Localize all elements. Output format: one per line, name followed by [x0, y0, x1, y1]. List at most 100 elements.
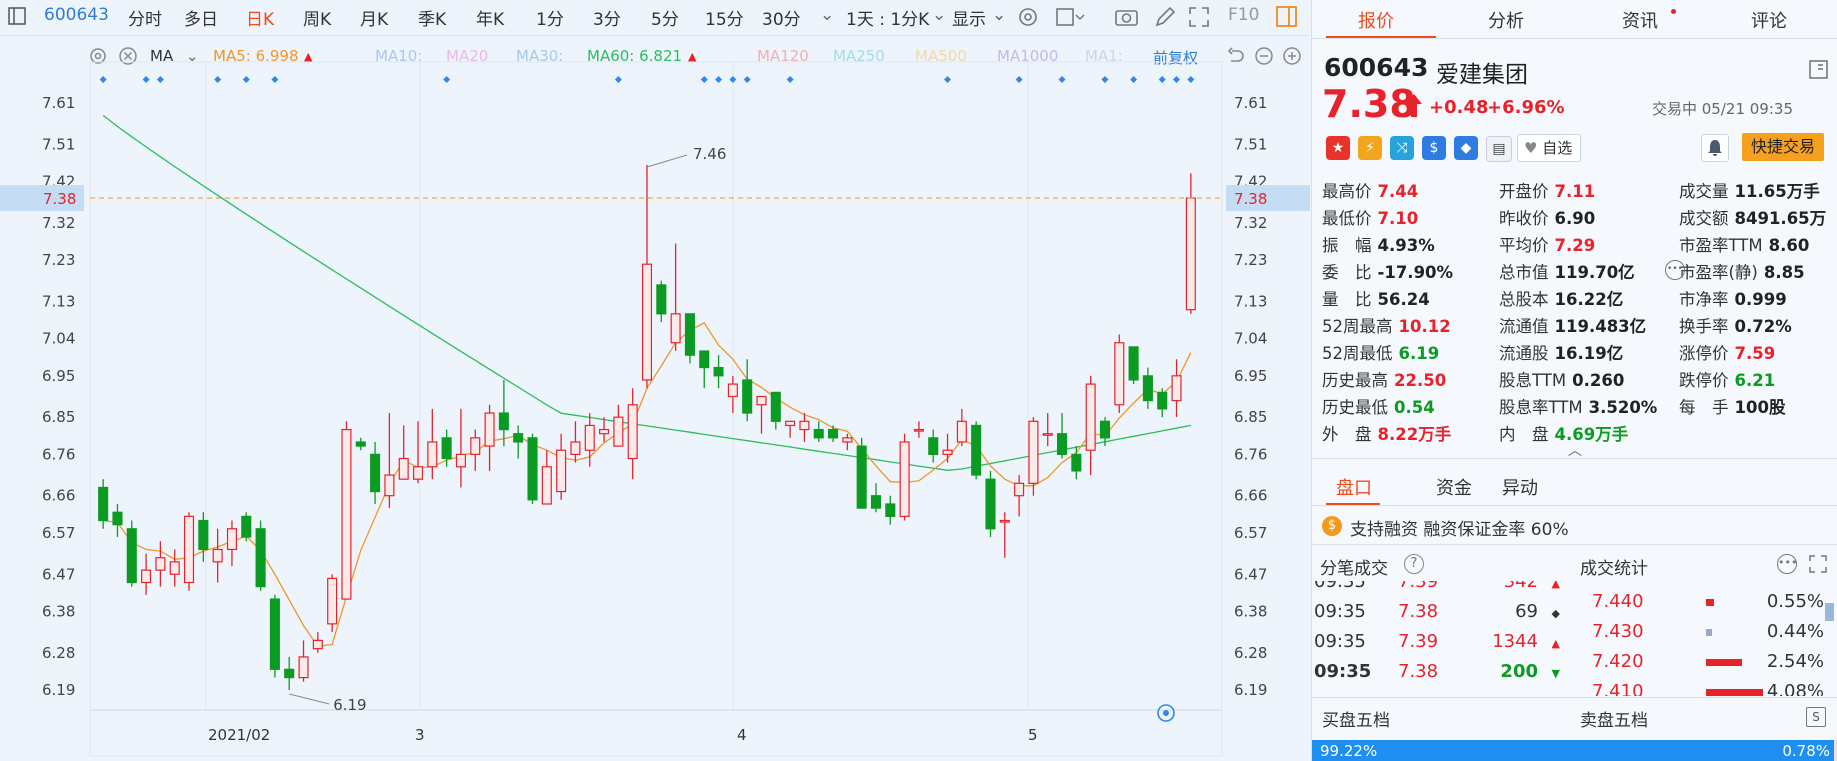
- tick-price: 7.39: [1398, 631, 1439, 652]
- settings-icon[interactable]: [1017, 6, 1039, 33]
- tag-icon[interactable]: ◆: [1454, 136, 1478, 160]
- tick-volume: 69: [1515, 601, 1538, 622]
- metric-value: 11.65万手: [1734, 182, 1820, 201]
- ticks-title: 分笔成交: [1320, 559, 1388, 579]
- sidebar-toggle-icon[interactable]: [8, 7, 26, 30]
- price-change: +0.48: [1429, 97, 1489, 118]
- stats-scrollbar[interactable]: [1825, 603, 1834, 621]
- shuffle-icon[interactable]: ⤨: [1390, 136, 1414, 160]
- tab-analysis[interactable]: 分析: [1488, 11, 1524, 32]
- period-tab[interactable]: 月K: [360, 10, 389, 30]
- candle-body: [513, 433, 524, 443]
- display-menu[interactable]: 显示: [952, 10, 986, 30]
- display-chevron-icon: ⌄: [992, 5, 1007, 25]
- metric-value: 8.22万手: [1377, 425, 1452, 444]
- indicator-close-icon[interactable]: [118, 46, 138, 70]
- period-tab[interactable]: 周K: [303, 10, 332, 30]
- panel-toggle-icon[interactable]: [1276, 6, 1298, 33]
- dollar-icon[interactable]: $: [1422, 136, 1446, 160]
- y-tick-label: 6.28: [1234, 644, 1267, 662]
- more-options-icon[interactable]: •••: [1777, 554, 1797, 574]
- period-tab[interactable]: 15分: [705, 10, 744, 30]
- metric-label: 振 幅: [1322, 236, 1372, 255]
- china-flag-icon[interactable]: ★: [1326, 136, 1350, 160]
- candle-body: [1171, 375, 1182, 402]
- period-tab[interactable]: 分时: [128, 10, 162, 30]
- candle-body: [441, 437, 452, 460]
- tick-row: 09:35 7.39 342 ▲: [1314, 581, 1560, 592]
- period-tab[interactable]: 1分: [536, 10, 564, 30]
- tab-anomaly[interactable]: 异动: [1502, 478, 1538, 499]
- symbol-label[interactable]: 600643: [44, 5, 109, 25]
- expand-icon[interactable]: [1809, 555, 1827, 577]
- fast-trade-button[interactable]: 快捷交易: [1742, 133, 1824, 161]
- period-tab[interactable]: 3分: [593, 10, 621, 30]
- y-tick-label: 6.57: [1234, 524, 1267, 542]
- metric-value: 8491.65万: [1734, 209, 1827, 228]
- metric-item: 总股本 16.22亿: [1499, 286, 1623, 310]
- tab-funds[interactable]: 资金: [1436, 478, 1472, 499]
- metric-label: 52周最低: [1322, 344, 1393, 363]
- f10-button[interactable]: F10: [1228, 5, 1260, 25]
- tab-quote[interactable]: 报价: [1358, 11, 1394, 32]
- metric-value: 22.50: [1394, 371, 1447, 390]
- panel-layout-icon[interactable]: [1809, 60, 1829, 84]
- period-tab[interactable]: 年K: [476, 10, 505, 30]
- tab-news[interactable]: 资讯: [1622, 11, 1658, 32]
- tab-comments[interactable]: 评论: [1751, 11, 1787, 32]
- metric-item: 市盈率TTM 8.60: [1679, 232, 1809, 256]
- stat-bar: [1706, 658, 1742, 666]
- candle-body: [799, 420, 810, 431]
- period-tab[interactable]: 多日: [184, 10, 218, 30]
- ma-select[interactable]: MA: [150, 47, 174, 65]
- y-tick-label: 6.28: [42, 644, 75, 662]
- y-tick-label: 7.13: [1234, 292, 1267, 310]
- metrics-divider: [1312, 458, 1837, 459]
- watchlist-button[interactable]: ♥ 自选: [1517, 134, 1582, 162]
- fullscreen-icon[interactable]: [1188, 6, 1210, 33]
- chart-grid: [89, 61, 1223, 757]
- event-marker: [214, 76, 222, 83]
- draw-pen-icon[interactable]: [1154, 6, 1176, 33]
- stat-price: 7.420: [1592, 651, 1644, 672]
- indicator-settings-icon[interactable]: [88, 46, 108, 70]
- flash-icon[interactable]: ⚡: [1358, 136, 1382, 160]
- event-marker: [1015, 76, 1023, 83]
- help-icon[interactable]: ?: [1404, 554, 1424, 574]
- period-tab[interactable]: 季K: [418, 10, 447, 30]
- period-tab-active[interactable]: 日K: [246, 10, 275, 30]
- annotations: 7.38 7.38 7.46 6.19: [0, 145, 1310, 722]
- stat-bar: [1706, 598, 1714, 606]
- candle-body: [141, 569, 152, 584]
- candle-body: [756, 395, 767, 406]
- period-tab[interactable]: 30分: [762, 10, 801, 30]
- book-settings-icon[interactable]: S: [1806, 707, 1826, 727]
- candle-body: [98, 486, 109, 522]
- y-tick-label: 6.85: [42, 408, 75, 426]
- metric-label: 换手率: [1679, 317, 1729, 336]
- rectangle-tool-icon[interactable]: [1056, 6, 1086, 33]
- undo-icon[interactable]: [1226, 46, 1246, 70]
- more-info-icon[interactable]: •••: [1665, 260, 1685, 280]
- subtab-underline: [1326, 503, 1380, 505]
- zoom-in-icon[interactable]: [1282, 46, 1302, 70]
- zoom-out-icon[interactable]: [1254, 46, 1274, 70]
- metric-label: 平均价: [1499, 236, 1549, 255]
- stat-row: 7.410 4.08%: [1592, 681, 1824, 696]
- ma-chevron-icon[interactable]: ⌄: [186, 47, 199, 65]
- metric-value: 56.24: [1377, 290, 1430, 309]
- candle-body: [112, 511, 123, 526]
- range-select[interactable]: 1天 : 1分K: [846, 10, 930, 30]
- camera-icon[interactable]: [1115, 6, 1139, 33]
- alert-bell-icon[interactable]: [1701, 134, 1729, 162]
- tick-time: 09:35: [1314, 581, 1366, 592]
- tab-orderbook[interactable]: 盘口: [1336, 478, 1372, 499]
- note-icon[interactable]: ▤: [1486, 136, 1512, 162]
- kline-chart[interactable]: 7.617.517.427.327.237.137.046.956.856.76…: [0, 0, 1310, 761]
- stat-price: 7.440: [1592, 591, 1644, 612]
- candles: [98, 165, 1196, 690]
- period-more-icon[interactable]: ⌄: [820, 5, 835, 25]
- period-tab[interactable]: 5分: [651, 10, 679, 30]
- collapse-chevron-icon[interactable]: ︿: [1568, 443, 1582, 459]
- metric-item: 市净率 0.999: [1679, 286, 1787, 310]
